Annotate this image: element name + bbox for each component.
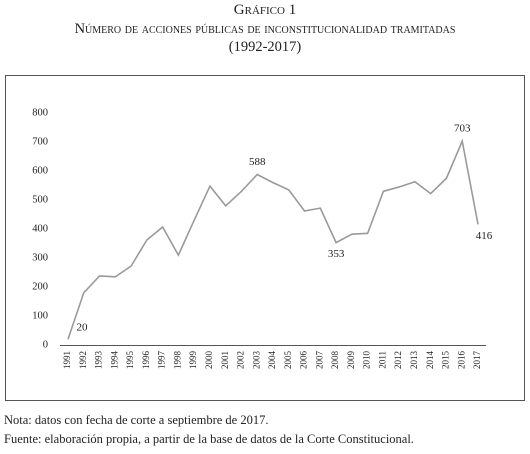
data-label: 353 [328,248,345,260]
x-tick-label: 2016 [456,351,466,370]
chart-subtitle: Número de acciones públicas de inconstit… [74,21,456,55]
x-tick-label: 2004 [267,351,277,370]
y-tick-label: 200 [32,281,48,292]
y-tick-label: 500 [32,194,48,205]
x-tick-label: 1991 [62,351,72,369]
y-tick-label: 800 [32,107,48,118]
data-line [67,138,479,340]
x-tick-label: 2002 [236,351,246,369]
x-tick-label: 2001 [220,351,230,369]
x-tick-label: 2010 [362,351,372,370]
x-tick-label: 2015 [441,351,451,370]
x-tick-label: 2017 [472,351,482,370]
y-tick-label: 100 [32,310,48,321]
chart-title: Gráfico 1 [233,2,297,18]
x-tick-label: 2013 [409,351,419,370]
note: Nota: datos con fecha de corte a septiem… [4,413,269,427]
x-tick-label: 2003 [251,351,261,370]
x-tick-label: 1993 [94,351,104,370]
x-tick-label: 1994 [109,351,119,370]
data-label: 703 [454,123,471,135]
frame [5,75,525,401]
y-tick-label: 600 [32,165,48,176]
x-tick-label: 2000 [204,351,214,370]
x-tick-label: 2014 [425,351,435,370]
x-tick-label: 1997 [157,351,167,370]
x-tick-label: 1998 [172,351,182,370]
x-tick-label: 2007 [314,351,324,370]
y-tick-label: 400 [32,223,48,234]
x-tick-label: 1996 [141,351,151,370]
source: Fuente: elaboración propia, a partir de … [4,432,414,446]
x-tick-label: 2008 [330,351,340,370]
data-label: 20 [77,322,89,334]
data-label: 416 [476,230,493,242]
x-tick-label: 2005 [283,351,293,370]
x-tick-label: 2012 [393,351,403,369]
x-tick-label: 2009 [346,351,356,370]
y-tick-label: 300 [32,252,48,263]
x-tick-label: 1995 [125,351,135,370]
x-tick-label: 2006 [299,351,309,370]
x-tick-label: 1992 [78,351,88,369]
data-label: 588 [249,156,266,168]
y-tick-label: 0 [43,339,48,350]
x-tick-label: 1999 [188,351,198,370]
y-tick-label: 700 [32,136,48,147]
x-tick-label: 2011 [377,351,387,369]
